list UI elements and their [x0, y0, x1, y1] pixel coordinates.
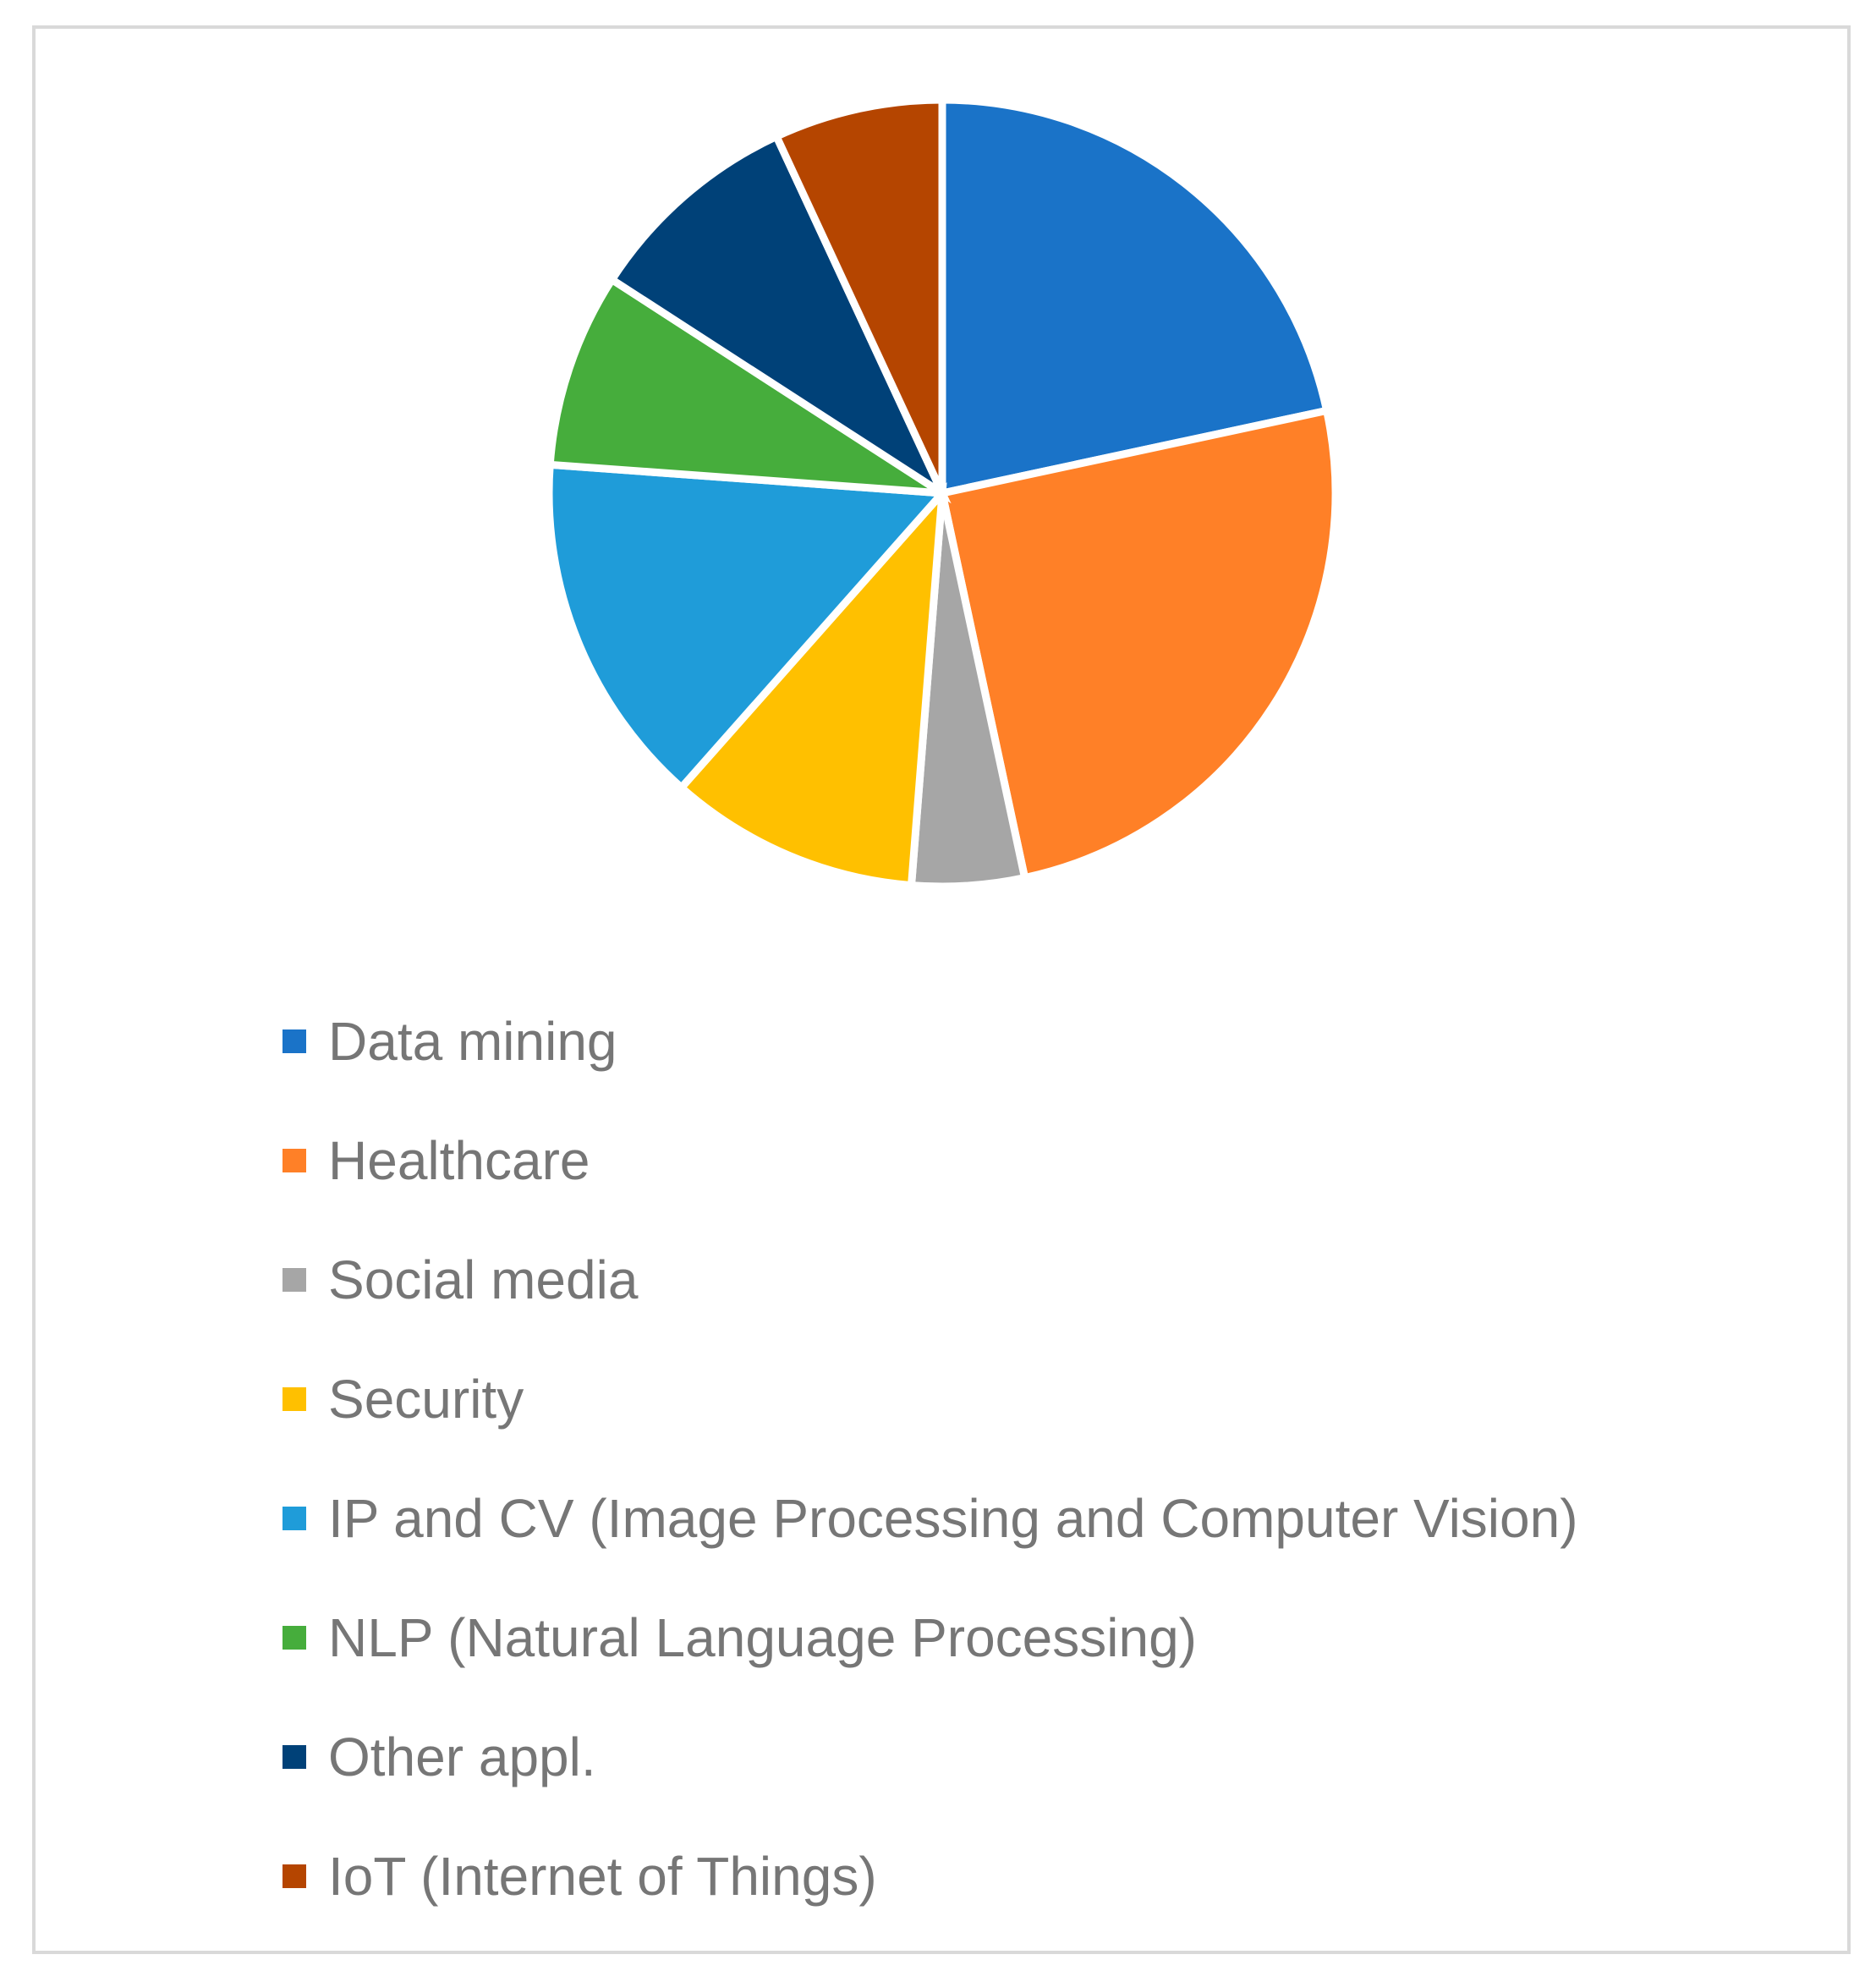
legend-item: Social media [282, 1220, 1578, 1339]
legend-swatch [282, 1744, 306, 1769]
legend-swatch [282, 1506, 306, 1530]
pie-slice-iot-internet-of-things [771, 96, 946, 495]
legend-swatch [282, 1864, 306, 1888]
legend-swatch [282, 1029, 306, 1053]
legend-swatch [282, 1267, 306, 1292]
legend-label: Security [328, 1368, 524, 1430]
legend-swatch [282, 1625, 306, 1650]
pie-slices [545, 96, 1340, 891]
legend-label: IP and CV (Image Processing and Computer… [328, 1487, 1578, 1549]
legend-label: IoT (Internet of Things) [328, 1845, 877, 1907]
legend-item: Data mining [282, 981, 1578, 1101]
legend-label: Other appl. [328, 1726, 596, 1787]
pie-chart [545, 96, 1340, 891]
legend-item: Healthcare [282, 1101, 1578, 1220]
legend-label: Healthcare [328, 1129, 590, 1191]
legend-label: NLP (Natural Language Processing) [328, 1606, 1197, 1668]
pie-slice-other-appl [606, 131, 952, 504]
legend-item: IP and CV (Image Processing and Computer… [282, 1458, 1578, 1578]
pie-slice-nlp-natural-language-processing [546, 274, 945, 497]
legend-label: Data mining [328, 1010, 617, 1072]
legend-item: NLP (Natural Language Processing) [282, 1578, 1578, 1697]
legend-item: IoT (Internet of Things) [282, 1816, 1578, 1935]
legend-label: Social media [328, 1249, 639, 1310]
legend-item: Other appl. [282, 1697, 1578, 1816]
pie-slice-healthcare [937, 406, 1340, 882]
pie-slice-data-mining [938, 96, 1331, 498]
pie-slice-ip-and-cv-image-processing-and-computer-vision [545, 460, 951, 793]
pie-slice-security [676, 481, 947, 890]
legend-swatch [282, 1148, 306, 1172]
legend: Data mining Healthcare Social media Securit… [282, 981, 1578, 1935]
legend-swatch [282, 1386, 306, 1411]
legend-item: Security [282, 1339, 1578, 1458]
